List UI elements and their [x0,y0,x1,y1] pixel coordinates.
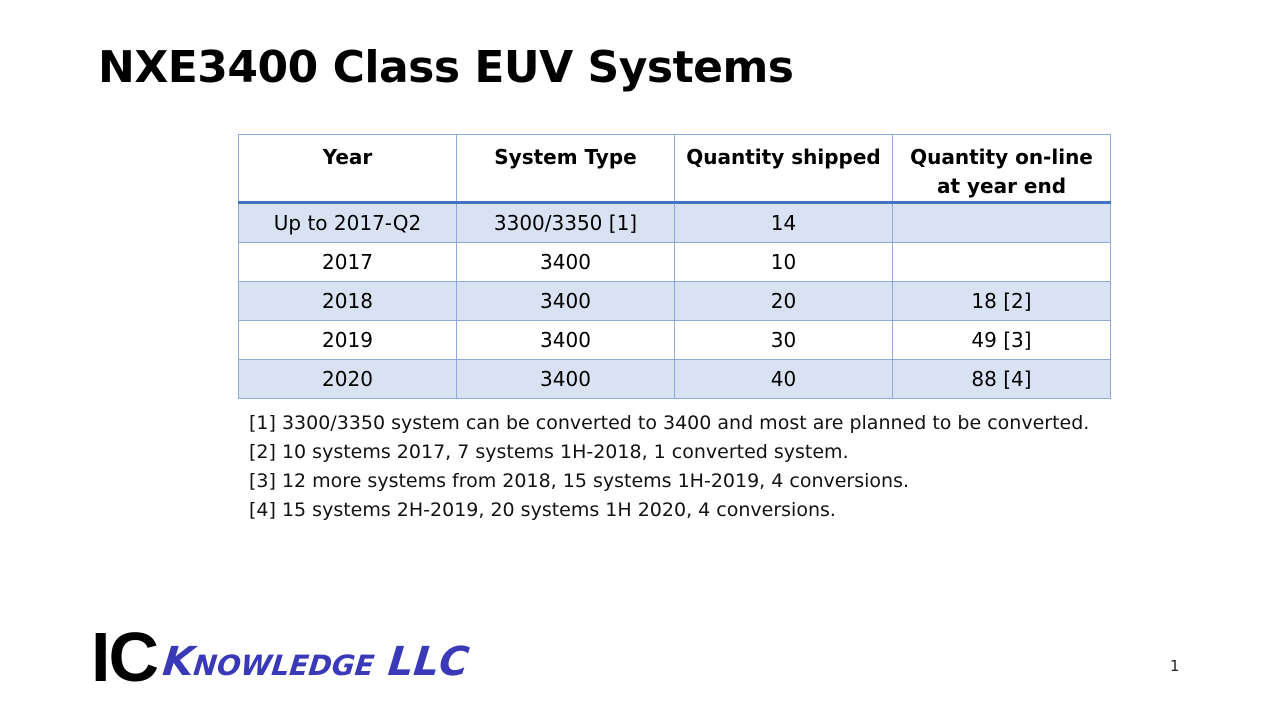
cell-quantity-online [892,242,1111,282]
cell-quantity-shipped: 30 [674,320,893,360]
footnote-1: [1] 3300/3350 system can be converted to… [249,412,1090,434]
table-row: Up to 2017-Q2 3300/3350 [1] 14 [238,202,1111,243]
cell-year: 2017 [238,242,457,282]
cell-year: 2019 [238,320,457,360]
euv-systems-table: Year System Type Quantity shipped Quanti… [238,134,1111,399]
cell-system-type: 3400 [456,281,675,321]
footnote-4: [4] 15 systems 2H-2019, 20 systems 1H 20… [249,499,836,521]
cell-year: Up to 2017-Q2 [238,202,457,243]
cell-year: 2020 [238,359,457,399]
header-system-type: System Type [456,134,675,204]
cell-quantity-online: 18 [2] [892,281,1111,321]
slide-title: NXE3400 Class EUV Systems [98,42,794,93]
header-year: Year [238,134,457,204]
table-row: 2018 3400 20 18 [2] [238,281,1111,321]
cell-quantity-shipped: 40 [674,359,893,399]
cell-quantity-shipped: 14 [674,202,893,243]
footnotes: [1] 3300/3350 system can be converted to… [249,409,1089,525]
page-number: 1 [1170,657,1180,675]
footnote-2: [2] 10 systems 2017, 7 systems 1H-2018, … [249,441,849,463]
cell-system-type: 3300/3350 [1] [456,202,675,243]
cell-quantity-online [892,202,1111,243]
header-quantity-shipped: Quantity shipped [674,134,893,204]
logo-ic-text: IC [91,618,159,696]
cell-system-type: 3400 [456,359,675,399]
ic-knowledge-logo: IC Knowledge LLC [91,618,472,696]
table-header-row: Year System Type Quantity shipped Quanti… [238,134,1111,204]
footnote-3: [3] 12 more systems from 2018, 15 system… [249,470,910,492]
cell-system-type: 3400 [456,242,675,282]
cell-quantity-online: 88 [4] [892,359,1111,399]
cell-year: 2018 [238,281,457,321]
cell-quantity-shipped: 20 [674,281,893,321]
logo-knowledge-text: Knowledge LLC [160,639,472,685]
cell-quantity-shipped: 10 [674,242,893,282]
table-row: 2017 3400 10 [238,242,1111,282]
cell-quantity-online: 49 [3] [892,320,1111,360]
cell-system-type: 3400 [456,320,675,360]
header-quantity-online: Quantity on-line at year end [892,134,1111,204]
table-row: 2020 3400 40 88 [4] [238,359,1111,399]
table-row: 2019 3400 30 49 [3] [238,320,1111,360]
